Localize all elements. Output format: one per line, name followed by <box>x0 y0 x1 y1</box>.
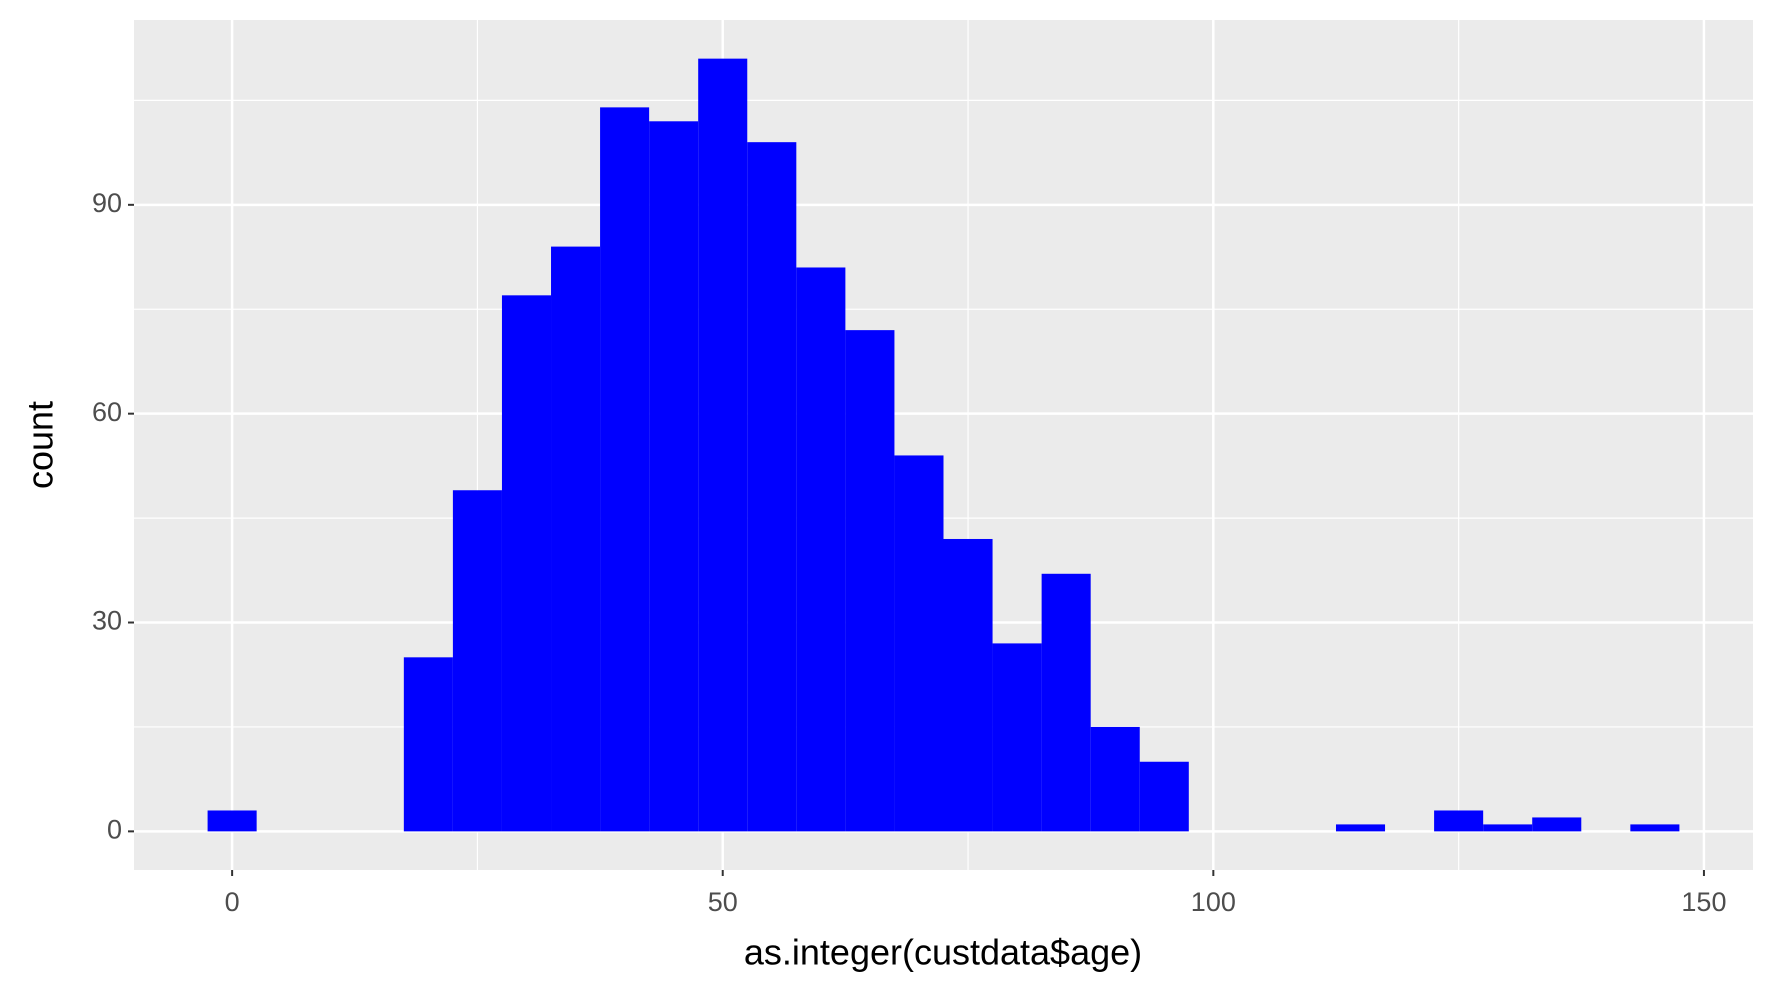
bar <box>1434 810 1484 832</box>
bar <box>452 490 502 832</box>
bar <box>1335 824 1386 832</box>
bar <box>747 142 797 832</box>
bar <box>894 455 944 832</box>
bar <box>1041 573 1091 832</box>
axes: 0 50 100 150 0 30 60 90 <box>92 188 1727 917</box>
bar <box>1139 761 1189 832</box>
bar <box>1630 824 1680 832</box>
bar <box>207 810 257 832</box>
bar <box>698 58 748 832</box>
bar <box>649 121 699 832</box>
x-tick-label: 0 <box>225 887 240 917</box>
x-axis-title: as.integer(custdata$age) <box>744 932 1142 973</box>
bar <box>1483 824 1533 832</box>
y-tick-label: 30 <box>92 606 122 636</box>
bar <box>1532 817 1582 832</box>
bar <box>501 295 552 832</box>
bar <box>943 538 993 832</box>
y-tick-label: 60 <box>92 397 122 427</box>
bar <box>403 657 453 832</box>
x-tick-label: 150 <box>1681 887 1726 917</box>
x-tick-label: 50 <box>708 887 738 917</box>
bar <box>796 267 846 832</box>
y-axis-title: count <box>20 401 61 489</box>
y-tick-label: 0 <box>107 814 122 844</box>
bar <box>845 330 895 832</box>
y-tick-label: 90 <box>92 188 122 218</box>
bar <box>551 246 601 832</box>
bar <box>600 107 650 832</box>
bar <box>1090 726 1140 832</box>
bar <box>992 643 1042 832</box>
x-tick-label: 100 <box>1191 887 1236 917</box>
bars <box>207 58 1680 832</box>
